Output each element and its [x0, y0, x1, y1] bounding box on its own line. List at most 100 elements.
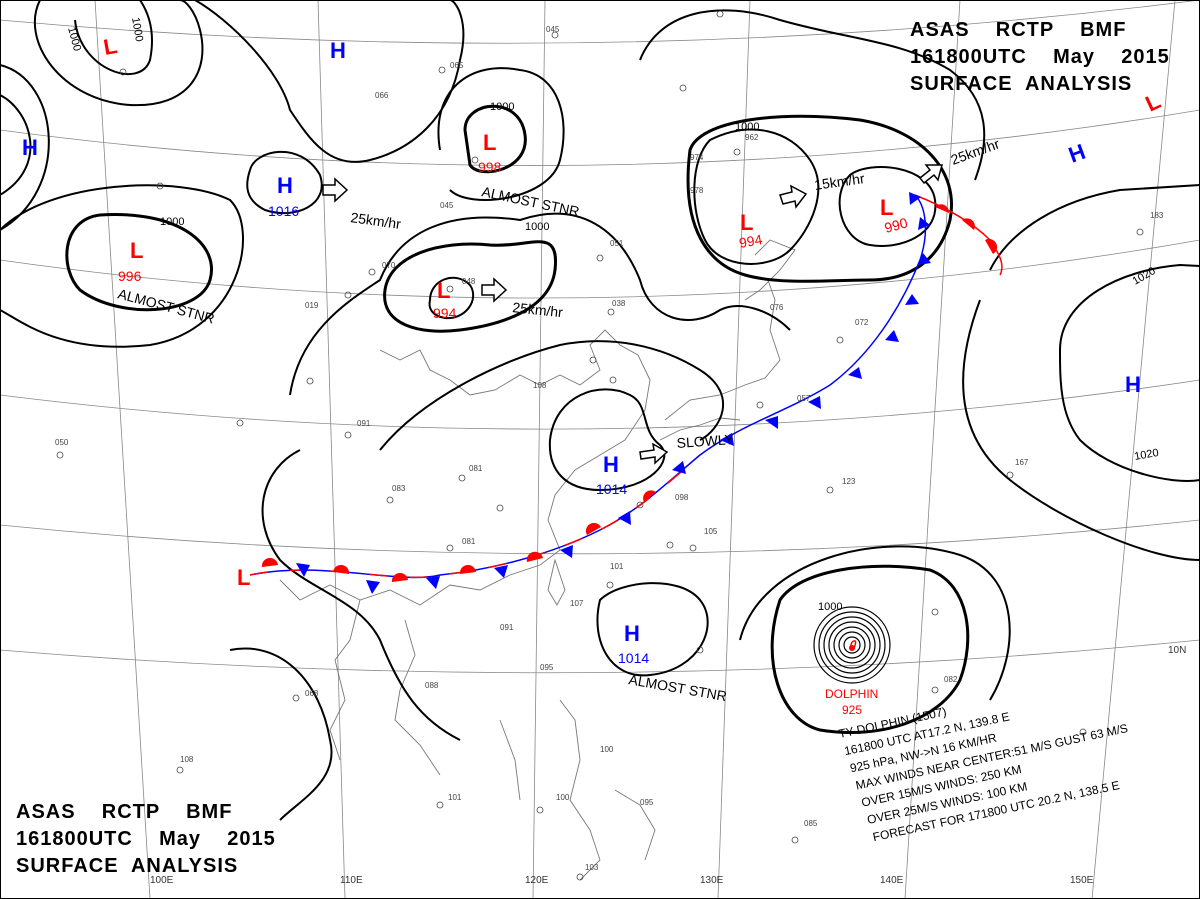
high-symbol: H [22, 135, 38, 160]
high-pressure-system: H [330, 38, 346, 63]
header-line: SURFACE ANALYSIS [16, 855, 238, 877]
isobars [0, 0, 1200, 821]
header-line: SURFACE ANALYSIS [910, 73, 1132, 95]
svg-text:057: 057 [797, 394, 811, 403]
svg-text:167: 167 [1015, 458, 1029, 467]
high-pressure-system: H 1014 [596, 452, 627, 497]
low-pressure-system: L [1142, 88, 1165, 116]
high-pressure-system: H [22, 135, 38, 160]
svg-text:088: 088 [425, 681, 439, 690]
motion-arrow-icon [481, 277, 508, 303]
grid-label-150e: 150E [1070, 875, 1094, 886]
low-pressure-system: L 996 ALMOST STNR [116, 238, 216, 327]
typhoon-pressure: 925 [842, 703, 862, 717]
svg-text:091: 091 [500, 623, 514, 632]
motion-speed-label: 25km/hr [949, 135, 1002, 167]
grid-labels: 100E 110E 120E 130E 140E 150E 10N [150, 645, 1186, 886]
system-note: ALMOST STNR [480, 183, 580, 219]
isobar-label: 1000 [818, 601, 842, 613]
isobar-label: 1000 [160, 216, 184, 228]
isobar-labels: 1000 1000 1000 1000 1000 1000 1020 1020 … [65, 16, 1160, 613]
pressure-value: 1014 [618, 650, 649, 666]
system-note: ALMOST STNR [627, 671, 728, 704]
pressure-value: 994 [738, 231, 764, 251]
svg-text:045: 045 [546, 25, 560, 34]
svg-text:050: 050 [55, 438, 69, 447]
svg-text:103: 103 [585, 863, 599, 872]
isobar-label: 1000 [735, 121, 759, 133]
pressure-value: 996 [118, 268, 142, 284]
svg-text:108: 108 [180, 755, 194, 764]
high-symbol: H [624, 621, 640, 646]
station-plots [56, 10, 1144, 881]
high-symbol: H [1125, 372, 1141, 397]
motion-speed-label: 25km/hr [512, 299, 564, 320]
grid-label-130e: 130E [700, 875, 724, 886]
header-bottom-left: ASAS RCTP BMF 161800UTC May 2015 SURFACE… [16, 801, 275, 877]
pressure-value: 990 [883, 214, 910, 236]
high-pressure-system: H 1016 [268, 173, 299, 219]
pressure-value: 1014 [596, 481, 627, 497]
isobar-label: 1020 [1133, 447, 1159, 463]
pressure-value: 994 [433, 305, 457, 321]
low-symbol: L [740, 210, 753, 235]
svg-text:105: 105 [704, 527, 718, 536]
isobar-label: 1020 [1131, 265, 1158, 288]
typhoon-isobars [813, 606, 891, 684]
typhoon-symbol [849, 640, 857, 651]
svg-text:101: 101 [610, 562, 624, 571]
motion-arrow-icon [322, 177, 349, 203]
isobar-label: 1000 [525, 221, 549, 233]
cold-front-triangles [296, 192, 931, 594]
low-symbol: L [102, 33, 120, 60]
svg-text:072: 072 [855, 318, 869, 327]
motion-speed-label: 25km/hr [350, 209, 403, 232]
low-pressure-system: L [237, 565, 250, 590]
header-top-right: ASAS RCTP BMF 161800UTC May 2015 SURFACE… [910, 19, 1170, 95]
low-symbol: L [237, 565, 250, 590]
grid-label-110e: 110E [340, 875, 363, 886]
low-symbol: L [880, 195, 893, 220]
svg-text:051: 051 [610, 239, 624, 248]
coastlines [279, 239, 796, 881]
high-symbol: H [603, 452, 619, 477]
isobar-label: 1000 [129, 16, 145, 42]
typhoon-name: DOLPHIN [825, 687, 878, 701]
low-pressure-system: L 994 [433, 278, 457, 321]
station-numbers: 045 065 066 045 070 048 019 091 081 083 108 08… [55, 25, 1164, 872]
motion-arrow-icon [918, 164, 943, 185]
high-pressure-system: H [1065, 139, 1088, 168]
high-symbol: H [330, 38, 346, 63]
grid-label-140e: 140E [880, 875, 904, 886]
svg-text:100: 100 [556, 793, 570, 802]
svg-text:082: 082 [944, 675, 958, 684]
svg-text:095: 095 [640, 798, 654, 807]
low-pressure-system: L 998 ALMOST STNR [478, 130, 581, 220]
low-symbol: L [130, 238, 143, 263]
low-symbol: L [1142, 88, 1165, 116]
low-pressure-system: L [102, 33, 120, 60]
svg-text:048: 048 [462, 277, 476, 286]
svg-text:100: 100 [600, 745, 614, 754]
svg-text:098: 098 [675, 493, 689, 502]
svg-text:183: 183 [1150, 211, 1164, 220]
svg-text:962: 962 [745, 133, 759, 142]
high-pressure-system: H 1014 ALMOST STNR [618, 621, 728, 704]
isobar-label: 1000 [490, 101, 514, 113]
svg-text:085: 085 [804, 819, 818, 828]
high-pressure-system: H [1125, 372, 1141, 397]
header-line: 161800UTC May 2015 [910, 46, 1170, 68]
svg-text:123: 123 [842, 477, 856, 486]
isobar-label: 1000 [65, 26, 83, 53]
high-symbol: H [277, 173, 293, 198]
grid-label-100e: 100E [150, 875, 174, 886]
svg-text:095: 095 [540, 663, 554, 672]
motion-arrow-icon [639, 442, 669, 465]
high-symbol: H [1065, 139, 1088, 168]
svg-text:974: 974 [690, 153, 704, 162]
header-line: ASAS RCTP BMF [910, 19, 1126, 41]
svg-text:978: 978 [690, 186, 704, 195]
low-symbol: L [437, 278, 450, 303]
motion-arrows [322, 164, 943, 465]
